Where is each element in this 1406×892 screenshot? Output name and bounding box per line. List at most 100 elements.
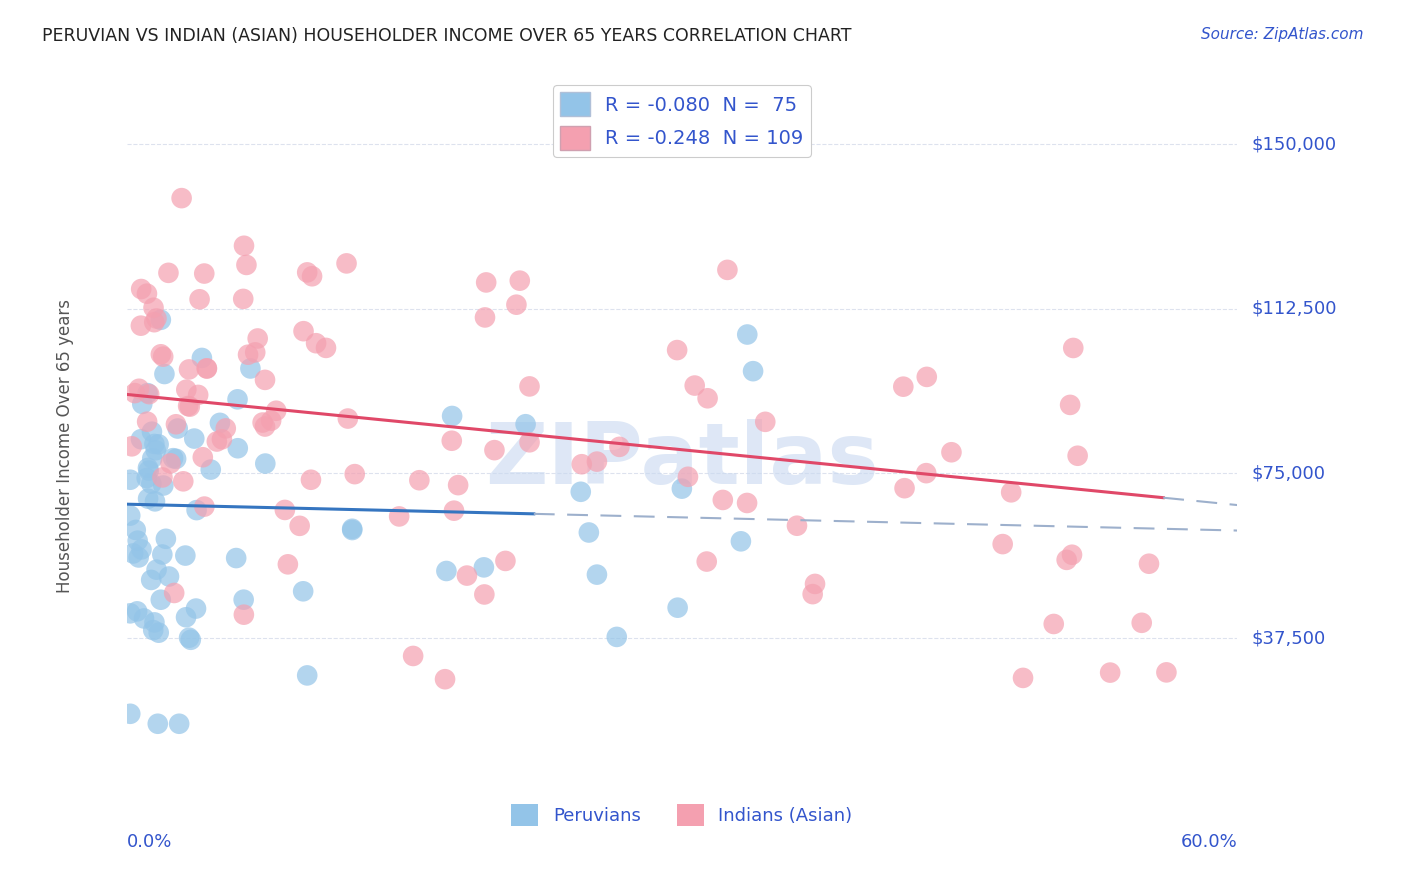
Point [683, 378, 706, 392]
Point [193, 267, 215, 281]
Point [200, 462, 222, 476]
Text: $37,500: $37,500 [1251, 629, 1326, 647]
Point [176, 383, 198, 397]
Point [141, 451, 163, 466]
Point [288, 519, 311, 533]
Point [786, 518, 808, 533]
Point [1062, 341, 1084, 355]
Point [136, 386, 159, 401]
Point [336, 411, 359, 425]
Point [131, 397, 153, 411]
Point [716, 263, 738, 277]
Text: Householder Income Over 65 years: Householder Income Over 65 years [56, 299, 75, 593]
Point [148, 437, 170, 451]
Point [484, 443, 506, 458]
Point [142, 623, 165, 637]
Point [1000, 485, 1022, 500]
Point [145, 311, 167, 326]
Point [274, 503, 297, 517]
Point [122, 546, 145, 560]
Point [142, 301, 165, 315]
Point [891, 379, 914, 393]
Text: $112,500: $112,500 [1251, 300, 1337, 318]
Point [138, 387, 160, 401]
Point [186, 503, 208, 517]
Point [1099, 665, 1122, 680]
Point [402, 648, 425, 663]
Point [264, 403, 287, 417]
Point [120, 508, 142, 523]
Point [472, 587, 495, 601]
Point [170, 191, 193, 205]
Point [180, 632, 202, 647]
Point [184, 601, 207, 615]
Text: Source: ZipAtlas.com: Source: ZipAtlas.com [1201, 27, 1364, 42]
Point [804, 577, 827, 591]
Point [1056, 553, 1078, 567]
Point [1130, 615, 1153, 630]
Point [343, 467, 366, 482]
Point [174, 610, 197, 624]
Point [162, 451, 184, 466]
Point [226, 392, 249, 407]
Point [152, 470, 174, 484]
Point [128, 382, 150, 396]
Point [408, 473, 430, 487]
Point [609, 440, 631, 454]
Point [141, 573, 163, 587]
Point [1060, 548, 1083, 562]
Point [177, 362, 200, 376]
Point [474, 310, 496, 325]
Point [494, 554, 516, 568]
Point [305, 336, 328, 351]
Point [132, 611, 155, 625]
Point [233, 239, 256, 253]
Point [191, 351, 214, 365]
Point [215, 421, 238, 435]
Text: PERUVIAN VS INDIAN (ASIAN) HOUSEHOLDER INCOME OVER 65 YEARS CORRELATION CHART: PERUVIAN VS INDIAN (ASIAN) HOUSEHOLDER I… [42, 27, 852, 45]
Point [127, 604, 149, 618]
Point [315, 341, 337, 355]
Point [295, 668, 318, 682]
Point [292, 324, 315, 338]
Point [440, 434, 463, 448]
Point [893, 481, 915, 495]
Point [1066, 449, 1088, 463]
Point [152, 478, 174, 492]
Point [129, 318, 152, 333]
Point [157, 569, 180, 583]
Point [236, 348, 259, 362]
Point [441, 409, 464, 423]
Point [120, 607, 142, 621]
Point [163, 586, 186, 600]
Point [208, 416, 231, 430]
Text: $150,000: $150,000 [1251, 135, 1336, 153]
Point [136, 286, 159, 301]
Point [232, 592, 254, 607]
Text: 60.0%: 60.0% [1181, 833, 1237, 851]
Point [295, 265, 318, 279]
Point [586, 455, 609, 469]
Point [125, 523, 148, 537]
Point [179, 400, 201, 414]
Point [232, 607, 254, 622]
Point [915, 370, 938, 384]
Point [225, 551, 247, 566]
Point [260, 414, 283, 428]
Point [232, 292, 254, 306]
Point [447, 478, 470, 492]
Point [166, 421, 188, 435]
Point [120, 473, 142, 487]
Point [711, 492, 734, 507]
Point [188, 293, 211, 307]
Point [666, 600, 689, 615]
Point [195, 361, 218, 376]
Point [149, 592, 172, 607]
Text: 0.0%: 0.0% [127, 833, 172, 851]
Point [205, 434, 228, 449]
Point [149, 347, 172, 361]
Point [941, 445, 963, 459]
Point [183, 432, 205, 446]
Point [138, 464, 160, 478]
Point [191, 450, 214, 465]
